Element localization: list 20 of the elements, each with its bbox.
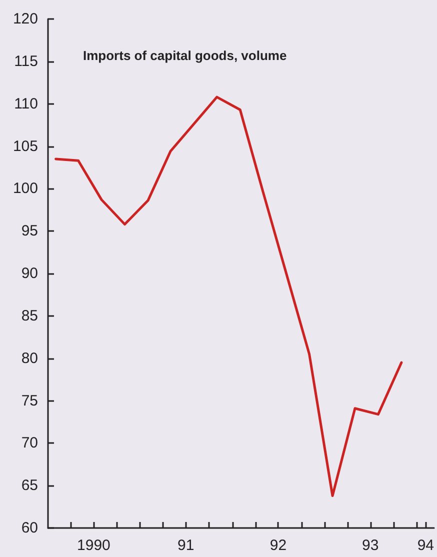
y-tick-label: 80 — [21, 350, 38, 367]
y-tick-label: 90 — [21, 265, 38, 282]
x-tick-label: 92 — [270, 537, 287, 554]
y-tick-label: 120 — [12, 10, 38, 28]
y-tick-label: 85 — [21, 307, 38, 324]
x-tick-label: 93 — [362, 537, 379, 554]
y-tick-label: 100 — [12, 180, 38, 198]
text: Imports of capital goods, volume — [83, 48, 287, 63]
y-tick-label: 105 — [12, 138, 38, 155]
y-tick-label: 75 — [21, 392, 38, 410]
y-tick-label: 115 — [14, 52, 38, 70]
y-tick-label: 95 — [21, 222, 38, 240]
y-tick-label: 70 — [21, 434, 38, 452]
x-tick-label: 91 — [177, 537, 194, 554]
x-tick-label: 94 — [417, 537, 434, 554]
y-tick-label: 60 — [21, 520, 38, 536]
line-series — [54, 96, 403, 498]
x-tick-label: 1990 — [77, 537, 110, 554]
y-tick-label: 110 — [14, 95, 38, 112]
y-tick-label: 65 — [21, 477, 38, 494]
